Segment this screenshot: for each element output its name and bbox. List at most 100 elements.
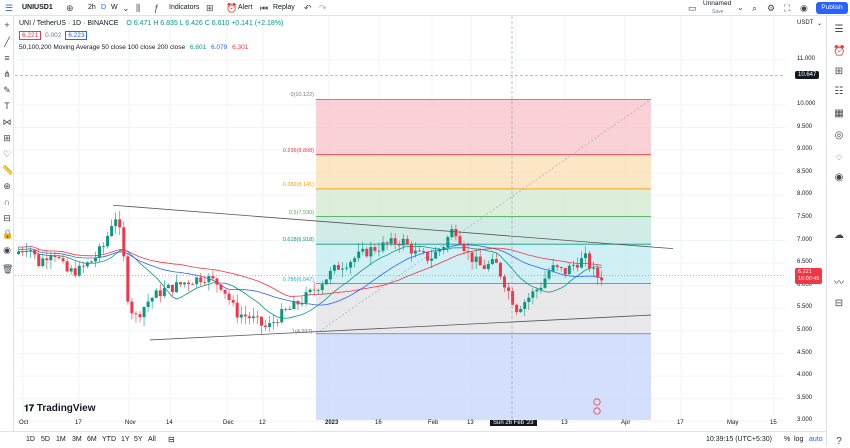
chart-canvas[interactable]: [15, 16, 785, 431]
candle-body: [134, 313, 138, 315]
compare-icon[interactable]: ⊕: [66, 3, 74, 13]
redo-icon[interactable]: ↷: [319, 3, 327, 13]
candle: [292, 296, 296, 310]
range-button[interactable]: YTD: [102, 436, 116, 443]
text-tool-icon[interactable]: T: [4, 101, 10, 111]
templates-icon[interactable]: ⊞: [206, 3, 214, 13]
trend-line-icon[interactable]: ╱: [4, 37, 10, 47]
gear-icon[interactable]: ⚙: [767, 3, 776, 13]
chevron-down-icon[interactable]: ⌄: [737, 3, 744, 12]
menu-icon[interactable]: ☰: [5, 3, 14, 13]
quick-search-icon[interactable]: ⌕: [752, 3, 758, 13]
notifications-icon[interactable]: ☁: [834, 230, 844, 241]
candle: [446, 235, 450, 253]
candle: [332, 264, 336, 275]
candle-body: [251, 316, 255, 319]
ruler-icon[interactable]: 📏: [2, 165, 14, 175]
lock-icon[interactable]: 🔒: [2, 229, 14, 239]
range-button[interactable]: 3M: [72, 436, 82, 443]
trash-icon[interactable]: 🗑: [2, 264, 14, 274]
alarm-icon[interactable]: ⏰: [226, 3, 238, 13]
chat-icon[interactable]: ◌: [836, 152, 842, 163]
data-window-icon[interactable]: ⊞: [834, 66, 844, 77]
candle: [543, 270, 547, 289]
publish-button[interactable]: Publish: [816, 2, 848, 14]
pitchfork-icon[interactable]: ⋔: [3, 69, 11, 79]
eye-icon[interactable]: ◉: [3, 245, 11, 255]
ask-price[interactable]: 6.223: [65, 31, 88, 40]
range-button[interactable]: 6M: [87, 436, 97, 443]
currency-label[interactable]: USDT: [797, 20, 814, 26]
percent-toggle[interactable]: %: [784, 436, 791, 443]
watchlist-icon[interactable]: ☰: [834, 24, 844, 35]
indicators-icon[interactable]: ƒ: [154, 3, 160, 13]
candle: [575, 257, 579, 272]
alert-button[interactable]: Alert: [238, 4, 253, 11]
chevron-down-icon[interactable]: ⌄: [122, 3, 130, 13]
layout-save[interactable]: Save: [712, 9, 724, 15]
help-icon[interactable]: ?: [836, 436, 842, 447]
watermark-text: TradingView: [36, 403, 96, 414]
log-toggle[interactable]: log: [794, 436, 804, 443]
candle-body: [494, 259, 498, 263]
layout-name[interactable]: Unnamed: [703, 0, 732, 7]
range-button[interactable]: 5D: [41, 436, 50, 443]
zoom-in-icon[interactable]: ⊕: [3, 181, 11, 191]
time-tick-label: Dec: [223, 420, 234, 426]
goto-date-icon[interactable]: ⊟: [168, 435, 175, 444]
fib-icon[interactable]: ⊞: [3, 133, 11, 143]
lock-drawings-icon[interactable]: ⊟: [3, 213, 11, 223]
indicators-button[interactable]: Indicators: [169, 4, 200, 11]
magnet-icon[interactable]: ∩: [3, 197, 11, 207]
replay-button[interactable]: Replay: [273, 4, 295, 11]
price-tick-label: 4.500: [797, 349, 813, 356]
pulse-icon[interactable]: 〰: [834, 278, 844, 289]
alerts-icon[interactable]: ⏰: [833, 46, 846, 57]
range-button[interactable]: 1M: [56, 436, 66, 443]
candle-body: [284, 309, 288, 310]
brush-icon[interactable]: ✎: [3, 85, 11, 95]
interval-2h[interactable]: 2h: [88, 4, 96, 11]
candle: [77, 261, 81, 278]
auto-toggle[interactable]: auto: [809, 436, 823, 443]
price-tick-label: 3.500: [797, 394, 813, 401]
bid-price[interactable]: 6.221: [19, 31, 42, 40]
candle: [251, 308, 255, 324]
interval-w[interactable]: W: [111, 4, 118, 11]
clock-timezone[interactable]: 10:39:15 (UTC+5:30): [706, 436, 772, 443]
hotlist-icon[interactable]: ☷: [834, 86, 844, 97]
last-price-tag: 6.221 16:00:45: [795, 267, 823, 284]
calendar-icon[interactable]: ▦: [834, 108, 844, 119]
horizontal-lines-icon[interactable]: ≡: [4, 53, 10, 63]
pattern-icon[interactable]: ⋈: [2, 117, 12, 127]
chevron-down-icon[interactable]: ⌄: [817, 21, 823, 27]
streams-icon[interactable]: ◉: [834, 172, 844, 183]
ideas-icon[interactable]: ◎: [834, 130, 844, 141]
crosshair-icon[interactable]: +: [4, 20, 10, 30]
candle-body: [179, 282, 182, 285]
price-axis[interactable]: USDT ⌄ 11.000 10.000 9.500 9.000 8.500 8.000 7…: [785, 16, 826, 431]
interval-d[interactable]: D: [101, 4, 107, 11]
range-button[interactable]: 5Y: [134, 436, 143, 443]
candle-body: [272, 322, 276, 324]
undo-icon[interactable]: ↶: [304, 3, 312, 13]
range-button[interactable]: 1Y: [121, 436, 130, 443]
range-button[interactable]: 1D: [26, 436, 35, 443]
candle: [417, 246, 421, 252]
candle: [231, 295, 235, 307]
camera-icon[interactable]: ◉: [800, 3, 808, 13]
symbol-search[interactable]: UNIUSD1: [22, 4, 53, 11]
candle-body: [547, 271, 551, 279]
replay-icon[interactable]: ⏮: [260, 3, 269, 13]
time-tick-label: 15: [770, 420, 777, 426]
bars-style-icon[interactable]: ⫼: [136, 3, 141, 13]
candle: [191, 282, 195, 285]
candle-body: [523, 301, 527, 309]
chart-pane[interactable]: [15, 16, 785, 431]
heart-icon[interactable]: ♡: [2, 149, 12, 159]
range-button[interactable]: All: [148, 436, 156, 443]
layout-grid-icon[interactable]: ▭: [688, 3, 697, 13]
dom-icon[interactable]: ⊟: [834, 298, 844, 309]
fullscreen-icon[interactable]: ⛶: [784, 3, 791, 13]
candle-body: [73, 268, 77, 276]
